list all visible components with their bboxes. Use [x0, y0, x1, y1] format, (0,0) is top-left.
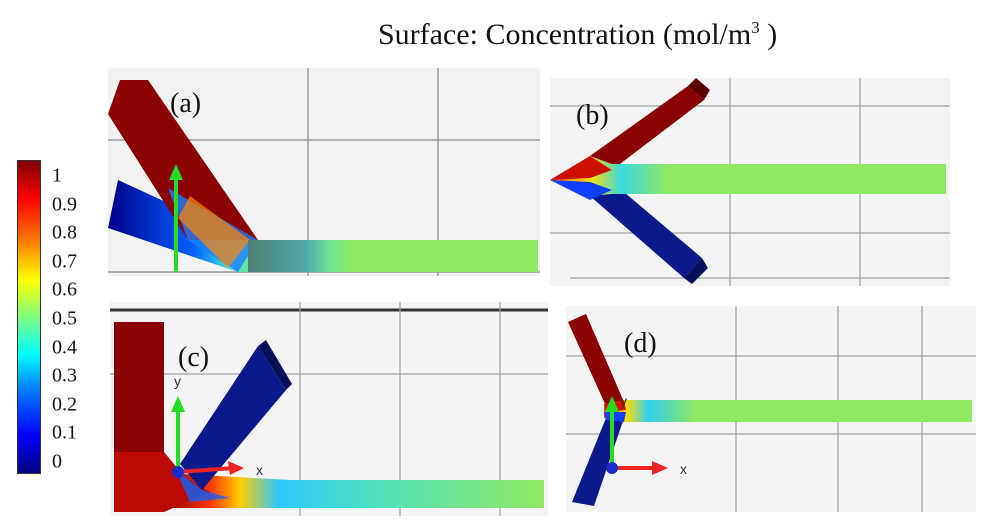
colorbar-tick-label: 0.2 [52, 393, 77, 416]
panel-c-canvas: y x [110, 302, 548, 516]
colorbar-tick-label: 0.7 [52, 250, 77, 273]
panel-label: (c) [178, 342, 210, 373]
plot-title: Surface: Concentration (mol/m3 ) [378, 18, 777, 52]
inlet-high-channel [590, 86, 704, 170]
panel-label: (a) [170, 88, 202, 119]
inlet-high-channel [108, 80, 258, 240]
outlet-channel [604, 400, 972, 422]
x-axis-label: x [680, 461, 687, 477]
title-text: Surface: Concentration (mol/m [378, 18, 752, 51]
title-superscript: 3 [751, 18, 760, 37]
outlet-channel [550, 156, 946, 196]
y-axis-label: y [620, 393, 627, 409]
panel-b-canvas [550, 78, 950, 286]
colorbar-tick-label: 0.8 [52, 221, 77, 244]
colorbar-tick-label: 0 [52, 450, 62, 473]
colorbar-tick-label: 0.6 [52, 278, 77, 301]
panel-b: (b) [550, 78, 950, 286]
panel-label: (d) [624, 328, 657, 359]
inlet-low-channel [590, 182, 702, 278]
panel-d: y x (d) [566, 306, 976, 512]
origin-marker [606, 462, 618, 474]
panel-d-canvas: y x [566, 306, 976, 512]
inlet-high-channel [568, 314, 624, 406]
outlet-channel [164, 452, 544, 508]
colorbar-tick-label: 0.1 [52, 421, 77, 444]
colorbar [17, 160, 41, 474]
colorbar-tick-label: 0.9 [52, 193, 77, 216]
panel-c: y x (c) [110, 302, 548, 516]
colorbar-tick-label: 0.3 [52, 364, 77, 387]
inlet-low-channel [180, 346, 286, 490]
panel-label: (b) [576, 100, 609, 131]
x-axis-arrow [177, 466, 235, 474]
colorbar-tick-label: 0.4 [52, 336, 77, 359]
origin-marker [172, 466, 184, 478]
panel-a-canvas [108, 68, 540, 276]
y-axis-label: y [174, 373, 181, 389]
colorbar-tick-label: 0.5 [52, 307, 77, 330]
title-suffix: ) [759, 18, 778, 51]
panel-a: (a) [108, 68, 540, 276]
x-axis-label: x [256, 462, 263, 478]
colorbar-tick-label: 1 [52, 164, 62, 187]
